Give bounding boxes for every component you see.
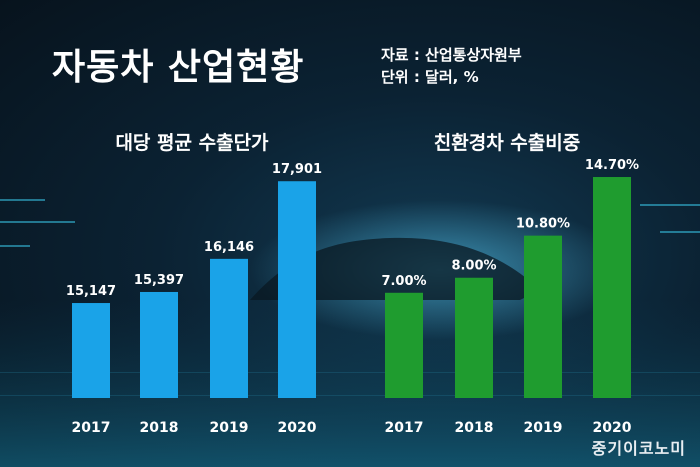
export-price-value-label-2018: 15,397 (134, 273, 184, 288)
export-price-bar-2017 (72, 303, 110, 398)
export-price-year-label-2018: 2018 (140, 420, 179, 436)
eco-share-value-label-2017: 7.00% (381, 274, 426, 289)
eco-share-year-label-2018: 2018 (455, 420, 494, 436)
eco-share-bar-2018 (455, 277, 493, 398)
eco-share-value-label-2019: 10.80% (516, 217, 570, 232)
unit-label: 단위 : 달러, % (381, 68, 479, 86)
export-price-bar-2018 (140, 291, 178, 398)
eco-share-bar-2019 (524, 235, 562, 398)
export-price-year-label-2019: 2019 (210, 420, 249, 436)
eco-car-share-chart-title: 친환경차 수출비중 (433, 132, 581, 154)
eco-share-bar-2020 (593, 177, 631, 398)
eco-share-year-label-2020: 2020 (593, 420, 632, 436)
eco-share-value-label-2018: 8.00% (451, 259, 496, 274)
source-label: 자료 : 산업통상자원부 (381, 46, 522, 64)
export-price-year-label-2017: 2017 (72, 420, 111, 436)
eco-share-value-label-2020: 14.70% (585, 158, 639, 173)
export-price-chart-title: 대당 평균 수출단가 (115, 132, 269, 154)
source-info: 자료 : 산업통상자원부 단위 : 달러, % (381, 44, 522, 88)
eco-share-year-label-2017: 2017 (385, 420, 424, 436)
export-price-value-label-2019: 16,146 (204, 240, 254, 255)
export-price-bar-2019 (210, 258, 248, 398)
page-title: 자동차 산업현황 (52, 47, 305, 88)
brand-logo-text: 중기이코노미 (591, 439, 686, 458)
export-price-year-label-2020: 2020 (278, 420, 317, 436)
export-price-value-label-2017: 15,147 (66, 284, 116, 299)
export-price-value-label-2020: 17,901 (272, 162, 322, 177)
export-price-bar-2020 (278, 181, 316, 398)
eco-share-year-label-2019: 2019 (524, 420, 563, 436)
eco-share-bar-2017 (385, 292, 423, 398)
